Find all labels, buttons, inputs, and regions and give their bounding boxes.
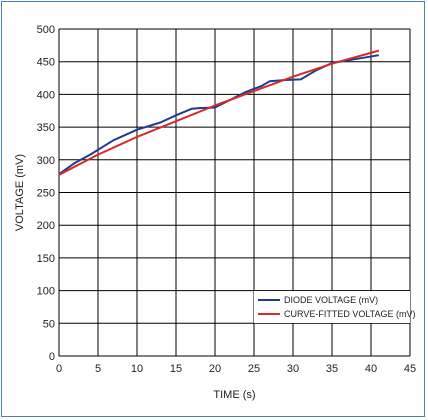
y-tick-label: 0 <box>49 351 55 363</box>
series-line-curve-fitted-voltage <box>58 49 380 176</box>
x-axis-label: TIME (s) <box>213 389 255 401</box>
x-tick-label: 25 <box>248 363 260 375</box>
y-tick-label: 200 <box>37 220 55 232</box>
plot-area <box>58 49 380 176</box>
y-tick-label: 450 <box>37 57 55 69</box>
y-tick-label: 400 <box>37 89 55 101</box>
x-tick-label: 30 <box>287 363 299 375</box>
x-tick-label: 0 <box>56 363 62 375</box>
series-line-diode-voltage <box>58 54 379 176</box>
x-axis-ticks: 0 5 10 15 20 25 30 35 40 45 <box>56 363 416 375</box>
y-axis-ticks: 0 50 100 150 200 250 300 350 400 450 500 <box>37 24 55 363</box>
legend-label: CURVE-FITTED VOLTAGE (mV) <box>284 309 416 319</box>
x-tick-label: 40 <box>365 363 377 375</box>
x-tick-label: 10 <box>131 363 143 375</box>
x-tick-label: 5 <box>95 363 101 375</box>
legend-label: DIODE VOLTAGE (mV) <box>284 295 378 305</box>
x-tick-label: 20 <box>209 363 221 375</box>
y-tick-label: 100 <box>37 286 55 298</box>
legend: DIODE VOLTAGE (mV) CURVE-FITTED VOLTAGE (… <box>254 291 416 323</box>
x-tick-label: 35 <box>326 363 338 375</box>
y-tick-label: 500 <box>37 24 55 36</box>
y-tick-label: 250 <box>37 188 55 200</box>
y-tick-label: 300 <box>37 155 55 167</box>
y-tick-label: 150 <box>37 253 55 265</box>
legend-box <box>254 291 410 323</box>
y-axis-label: VOLTAGE (mV) <box>14 154 26 231</box>
x-tick-label: 45 <box>404 363 416 375</box>
y-tick-label: 350 <box>37 122 55 134</box>
x-tick-label: 15 <box>170 363 182 375</box>
y-tick-label: 50 <box>43 318 55 330</box>
